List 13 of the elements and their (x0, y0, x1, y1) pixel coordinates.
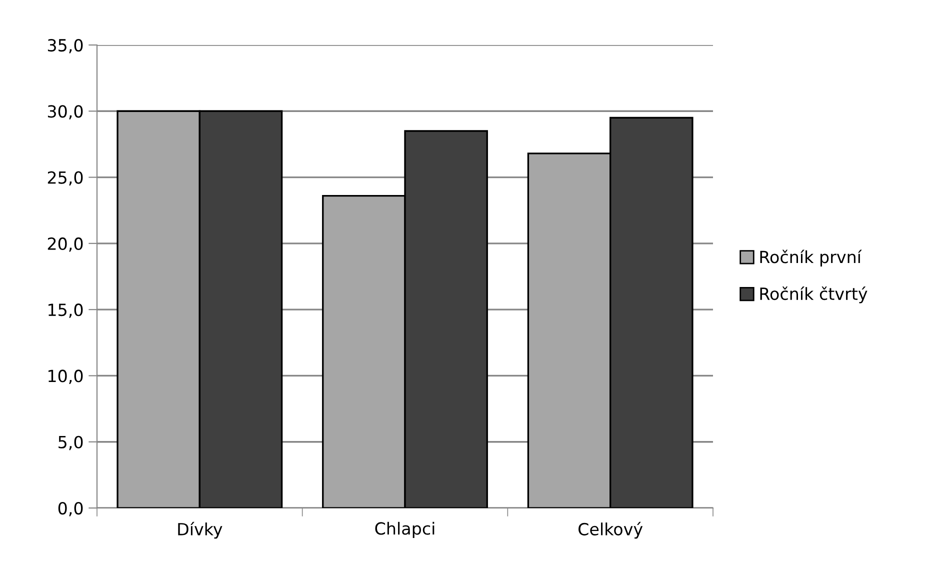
legend-label: Ročník první (760, 250, 862, 266)
x-tick-label: Chlapci (375, 522, 434, 538)
y-tick-label: 25,0 (48, 171, 83, 186)
y-tick-label: 0,0 (58, 502, 83, 516)
y-tick-label: 35,0 (48, 38, 83, 54)
x-tick-label: Dívky (178, 522, 222, 539)
y-tick-label: 10,0 (48, 370, 83, 384)
y-tick-label: 30,0 (48, 105, 83, 120)
legend-label: Ročník čtvrtý (760, 286, 868, 304)
y-tick-label: 20,0 (48, 237, 83, 252)
y-tick-label: 15,0 (48, 304, 83, 318)
y-tick-label: 5,0 (58, 436, 83, 450)
x-tick-label: Celkový (578, 522, 643, 539)
